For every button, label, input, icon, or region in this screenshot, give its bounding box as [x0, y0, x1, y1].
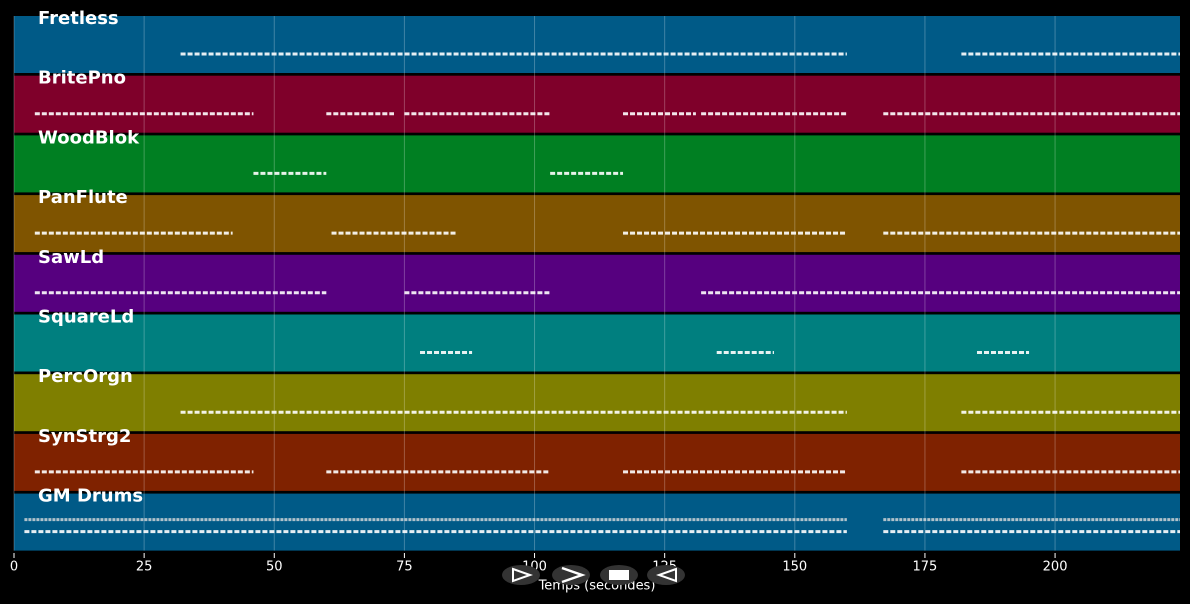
track-names: Fretless BritePno WoodBlok PanFlute SawLd Squ…: [38, 8, 143, 507]
x-tick-label: 200: [1043, 560, 1068, 575]
track-lane: [14, 75, 1180, 133]
x-tick-label: 25: [136, 560, 153, 575]
track-name: GM Drums: [38, 486, 143, 507]
grid: 0255075100125150175200: [10, 16, 1068, 575]
x-tick-label: 0: [10, 560, 18, 575]
track-name: PanFlute: [38, 187, 128, 208]
track-lane: [14, 254, 1180, 312]
track-lane: [14, 135, 1180, 193]
x-axis-label: Temps (secondes): [538, 579, 656, 594]
forward-button[interactable]: [552, 565, 590, 585]
track-lane: [14, 314, 1180, 372]
x-tick-label: 50: [266, 560, 283, 575]
x-tick-label: 175: [913, 560, 938, 575]
track-name: PercOrgn: [38, 366, 133, 387]
track-lane: [14, 433, 1180, 491]
track-name: BritePno: [38, 68, 126, 89]
track-name: SynStrg2: [38, 426, 131, 447]
track-name: Fretless: [38, 8, 119, 29]
tracks: [14, 16, 1180, 551]
track-lane: [14, 195, 1180, 253]
track-lane: [14, 493, 1180, 551]
x-tick-label: 150: [782, 560, 807, 575]
back-button[interactable]: [647, 565, 685, 585]
play-button[interactable]: [502, 565, 540, 585]
stop-button[interactable]: [600, 565, 638, 585]
track-name: WoodBlok: [38, 127, 140, 148]
track-name: SawLd: [38, 247, 104, 268]
track-name: SquareLd: [38, 307, 134, 328]
x-tick-label: 75: [396, 560, 413, 575]
track-lane: [14, 16, 1180, 73]
track-lane: [14, 374, 1180, 432]
playback-controls: [502, 565, 685, 585]
